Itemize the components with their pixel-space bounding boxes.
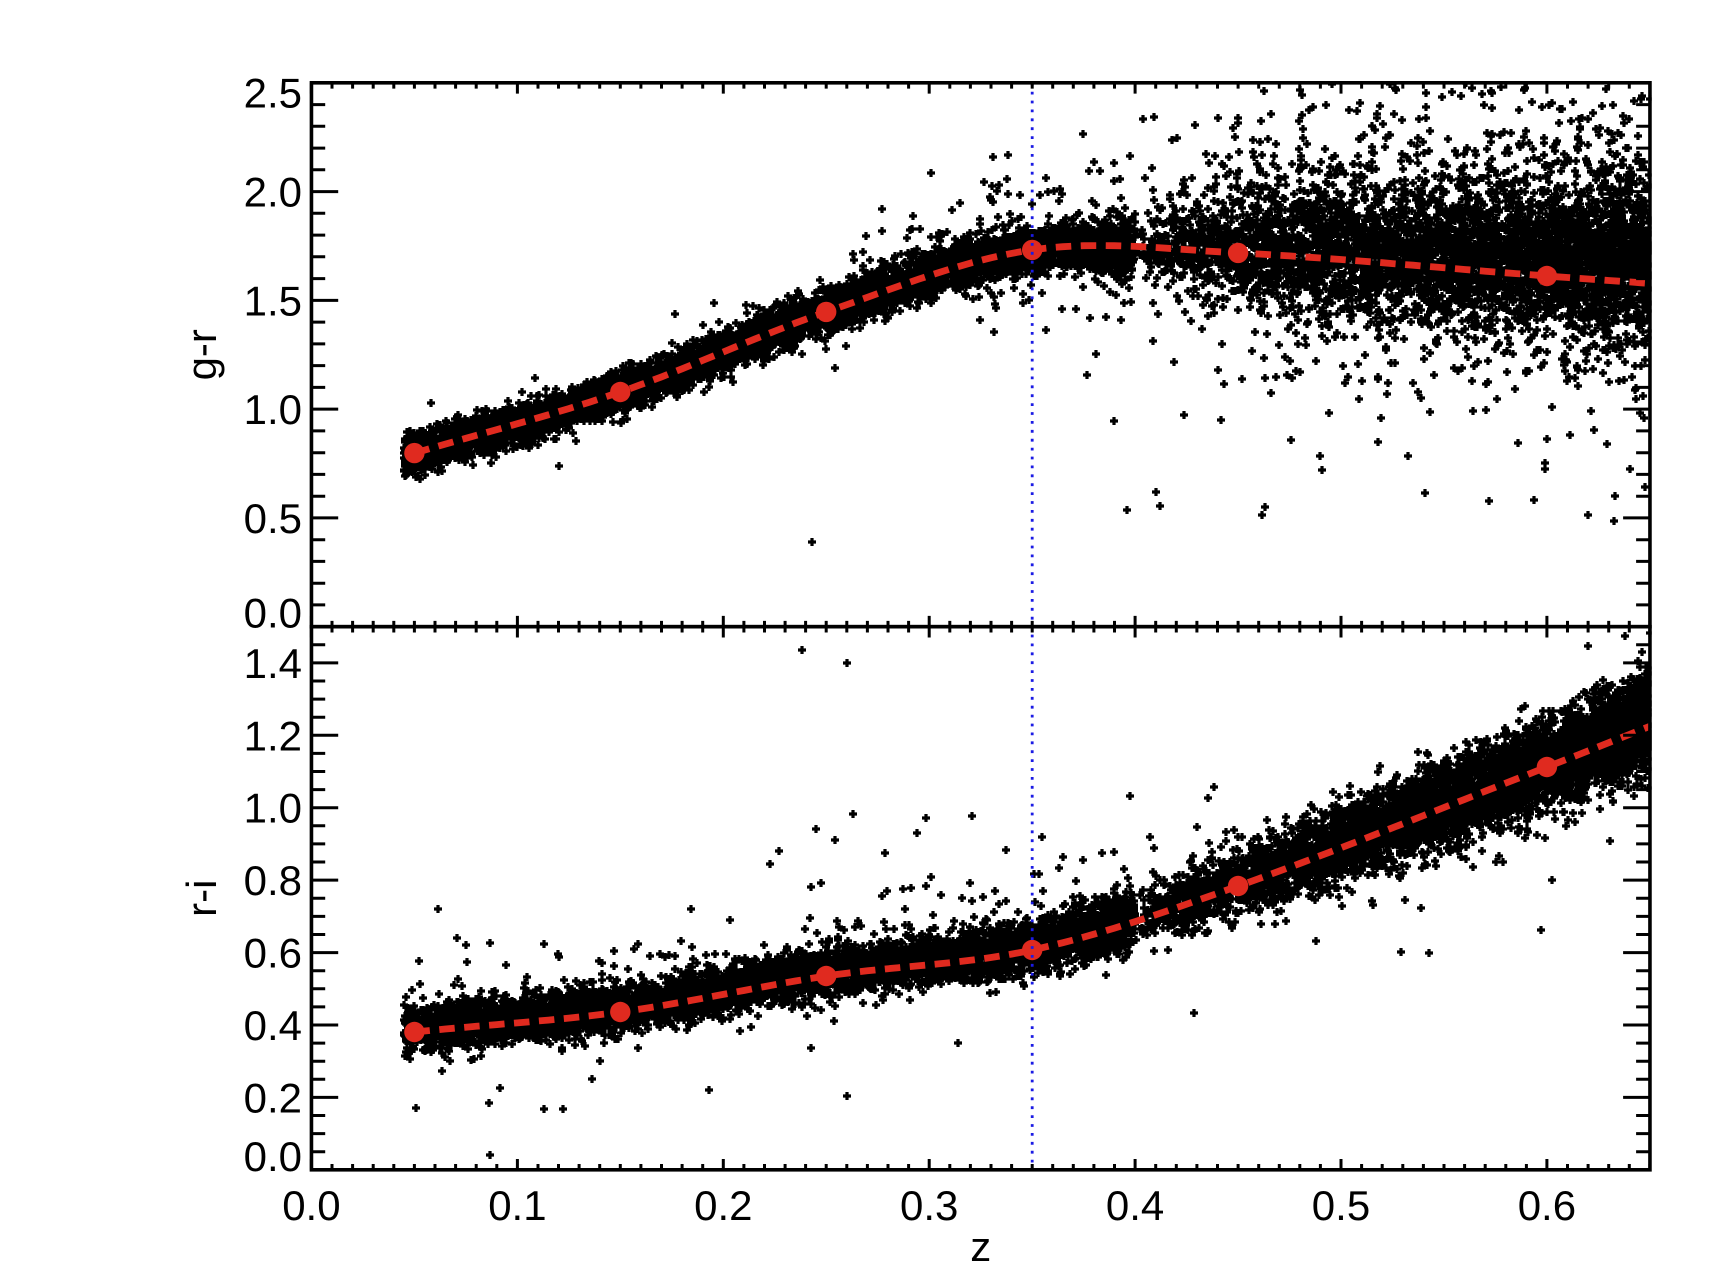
svg-text:1.2: 1.2 — [244, 712, 302, 759]
svg-text:0.8: 0.8 — [244, 857, 302, 904]
svg-text:0.5: 0.5 — [1312, 1182, 1370, 1229]
svg-text:2.5: 2.5 — [244, 69, 302, 116]
svg-text:0.2: 0.2 — [244, 1074, 302, 1121]
svg-text:0.6: 0.6 — [244, 930, 302, 977]
svg-text:0.2: 0.2 — [694, 1182, 752, 1229]
svg-text:z: z — [970, 1223, 991, 1270]
svg-text:0.4: 0.4 — [244, 1002, 302, 1049]
svg-text:0.0: 0.0 — [244, 590, 302, 637]
svg-text:0.4: 0.4 — [1106, 1182, 1164, 1229]
svg-text:0.1: 0.1 — [488, 1182, 546, 1229]
svg-text:0.6: 0.6 — [1518, 1182, 1576, 1229]
svg-text:g-r: g-r — [178, 329, 225, 380]
svg-text:0.5: 0.5 — [244, 495, 302, 542]
svg-text:1.0: 1.0 — [244, 785, 302, 832]
svg-text:0.0: 0.0 — [282, 1182, 340, 1229]
svg-text:2.0: 2.0 — [244, 169, 302, 216]
svg-text:1.5: 1.5 — [244, 277, 302, 324]
svg-text:1.0: 1.0 — [244, 386, 302, 433]
svg-text:r-i: r-i — [178, 880, 225, 917]
svg-text:0.0: 0.0 — [244, 1133, 302, 1180]
svg-text:0.3: 0.3 — [900, 1182, 958, 1229]
svg-text:1.4: 1.4 — [244, 640, 302, 687]
